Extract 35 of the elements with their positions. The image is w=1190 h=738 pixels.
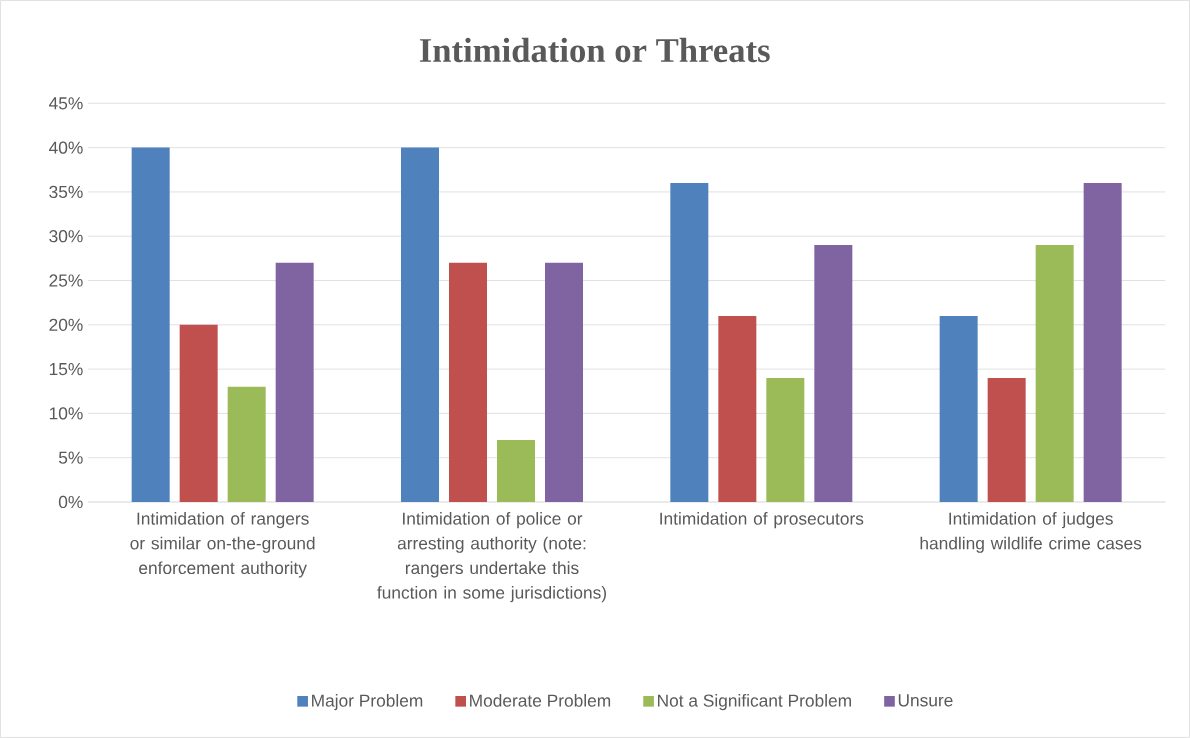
y-tick-label: 20% <box>49 318 83 331</box>
bar <box>766 377 805 502</box>
legend-label: Not a Significant Problem <box>658 694 851 711</box>
bar <box>179 324 218 502</box>
y-tick-label: 5% <box>58 451 83 464</box>
bar <box>497 439 535 502</box>
bar <box>275 262 314 502</box>
bar <box>987 377 1026 502</box>
x-tick-label: Intimidation of judges handling wildlife crime cases <box>920 512 1142 553</box>
x-tick-label: Intimidation of rangers or similar on-the-ground enforcement authority <box>130 512 315 578</box>
bar <box>814 245 853 502</box>
legend-label: Major Problem <box>312 694 423 711</box>
bar <box>131 147 170 502</box>
y-tick-label: 35% <box>49 185 83 199</box>
y-tick-label: 15% <box>49 363 83 376</box>
bar <box>401 147 439 502</box>
y-tick-label: 25% <box>49 274 83 287</box>
bar <box>449 262 487 502</box>
bar <box>1035 245 1074 502</box>
y-tick-label: 40% <box>49 141 83 154</box>
y-tick-label: 10% <box>49 407 83 420</box>
bar <box>1083 183 1122 502</box>
legend-label: Moderate Problem <box>470 694 611 707</box>
y-tick-label: 0% <box>58 495 83 509</box>
chart-title: Intimidation or Threats <box>419 37 770 63</box>
bar <box>939 315 978 502</box>
y-tick-label: 30% <box>49 230 83 243</box>
bar <box>718 315 757 502</box>
bar <box>227 386 266 502</box>
y-tick-label: 45% <box>49 97 83 110</box>
x-tick-label: Intimidation of prosecutors <box>660 512 864 529</box>
legend-label: Unsure <box>898 694 953 707</box>
bar <box>670 183 709 502</box>
bar <box>545 262 583 502</box>
x-tick-label: Intimidation of police or arresting authority (note: rangers undertake this function in some jurisdictions) <box>377 512 606 603</box>
